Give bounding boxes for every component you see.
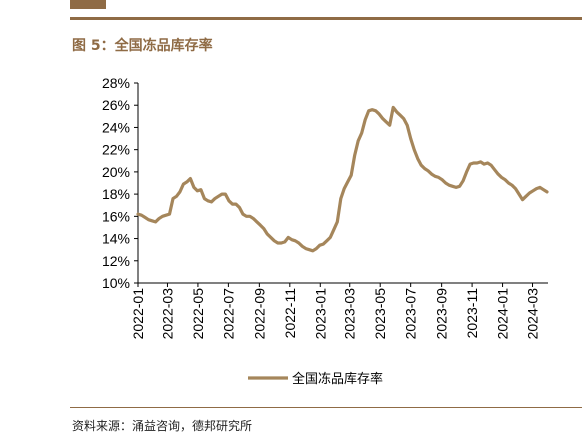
series-layer	[136, 105, 549, 253]
y-tick-label: 16%	[102, 208, 130, 224]
y-tick-label: 28%	[102, 75, 130, 91]
x-axis: 2022-01 2022-03 2022-05 2022-07 2022-09 2022-…	[130, 282, 548, 340]
y-tick-label: 24%	[102, 119, 130, 135]
x-tick-label: 2023-01	[312, 288, 328, 340]
x-tick-label: 2024-03	[525, 288, 541, 340]
source-note: 资料来源：涌益咨询，德邦研究所	[72, 419, 253, 433]
legend-label: 全国冻品库存率	[292, 371, 383, 386]
x-tick-label: 2023-09	[434, 288, 450, 340]
y-tick-label: 26%	[102, 97, 130, 113]
y-axis: 10% 12% 14% 16% 18% 20% 22% 24% 26% 28%	[102, 75, 139, 291]
y-tick-label: 18%	[102, 186, 130, 202]
line-chart: 10%12%14%16%18%20%22%24%26%28% 2022-01 20…	[102, 75, 549, 386]
brand-logo	[70, 0, 106, 9]
chart: 10% 12% 14% 16% 18% 20% 22% 24% 26% 28% 2022-01 20…	[0, 60, 582, 400]
x-tick-label: 2023-07	[403, 288, 419, 340]
x-tick-label: 2024-01	[495, 288, 511, 340]
x-tick-label: 2022-03	[159, 288, 175, 340]
x-tick-label: 2022-11	[282, 288, 298, 339]
figure-title: 图 5：全国冻品库存率	[72, 38, 213, 54]
y-tick-label: 14%	[102, 231, 130, 247]
x-tick-label: 2022-05	[190, 288, 206, 340]
header-divider	[70, 17, 582, 20]
series-line	[136, 105, 549, 253]
x-tick-label: 2023-11	[464, 288, 480, 339]
y-tick-label: 20%	[102, 164, 130, 180]
footer-divider	[70, 407, 582, 408]
x-tick-label: 2022-09	[251, 288, 267, 340]
x-tick-label: 2023-03	[342, 288, 358, 340]
y-tick-label: 22%	[102, 142, 130, 158]
x-tick-label: 2023-05	[372, 288, 388, 340]
x-tick-label: 2022-01	[130, 288, 146, 340]
x-tick-label: 2022-07	[220, 288, 236, 340]
legend: 全国冻品库存率	[248, 371, 383, 386]
y-tick-label: 10%	[102, 275, 130, 291]
y-tick-label: 12%	[102, 253, 130, 269]
